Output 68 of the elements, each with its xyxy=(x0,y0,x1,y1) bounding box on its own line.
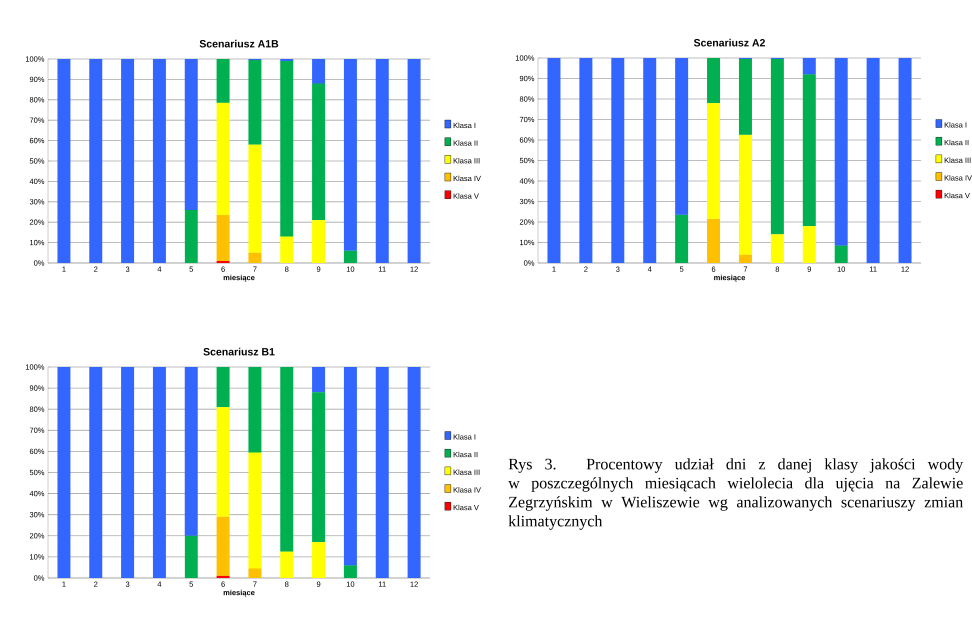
bar xyxy=(344,58,357,251)
bar xyxy=(184,58,198,210)
bar xyxy=(675,214,688,263)
bar xyxy=(152,366,166,578)
bar xyxy=(738,254,752,263)
bar xyxy=(770,234,784,263)
bar xyxy=(216,215,230,261)
bar xyxy=(376,58,389,263)
bar xyxy=(280,61,294,236)
bar xyxy=(312,542,326,578)
bar xyxy=(707,58,720,104)
bar xyxy=(643,58,656,263)
bar xyxy=(184,536,198,578)
bar xyxy=(344,366,357,566)
bar xyxy=(184,366,198,536)
bar xyxy=(89,366,102,578)
bar xyxy=(312,83,326,220)
bar xyxy=(312,58,326,84)
bar xyxy=(280,236,294,263)
bar xyxy=(216,407,230,517)
bar xyxy=(802,74,816,226)
bar xyxy=(675,58,688,215)
bar xyxy=(376,366,389,578)
chart-title: Scenariusz B1 xyxy=(203,348,275,356)
bar xyxy=(312,366,326,392)
bar xyxy=(184,210,198,263)
bar xyxy=(248,568,262,578)
bar xyxy=(216,366,230,408)
bar xyxy=(738,59,752,135)
bar xyxy=(312,220,326,263)
bar xyxy=(280,58,294,62)
bar xyxy=(344,250,357,263)
bar xyxy=(216,58,230,103)
bar xyxy=(802,58,816,74)
bar xyxy=(280,552,294,578)
bar xyxy=(121,366,134,578)
bar xyxy=(834,58,848,246)
bar xyxy=(248,60,262,145)
bar xyxy=(547,58,560,263)
bar xyxy=(312,392,326,542)
bar xyxy=(707,218,720,263)
bar xyxy=(707,103,720,219)
bar xyxy=(152,58,166,263)
bar xyxy=(770,59,784,234)
chart-title: Scenariusz A1B xyxy=(200,40,278,48)
bar xyxy=(866,58,880,263)
bar xyxy=(57,58,70,263)
chart-title: Scenariusz A2 xyxy=(694,38,765,46)
bar xyxy=(408,366,421,578)
bar xyxy=(121,58,134,263)
bar xyxy=(280,366,294,552)
bar xyxy=(248,366,262,452)
bar xyxy=(216,516,230,576)
bar xyxy=(898,58,912,263)
bar xyxy=(248,144,262,253)
bar xyxy=(408,58,421,263)
bar xyxy=(344,565,357,578)
bar xyxy=(834,246,848,263)
bar xyxy=(579,58,592,263)
bar xyxy=(802,226,816,263)
bar xyxy=(216,102,230,216)
bar xyxy=(248,252,262,263)
bar xyxy=(738,134,752,255)
text: Rys 3. Procentowy udział dni z danej klasy jakości wody w poszczególnych miesiącach wielolecia dla ujęcia na Zalewie Zegrzyńskim w Wieliszewie wg analizowanych scenariuszy zmian klimatycznych xyxy=(508,458,964,530)
bar xyxy=(611,58,624,263)
bar xyxy=(57,366,70,578)
bar xyxy=(89,58,102,263)
bar xyxy=(248,452,262,568)
